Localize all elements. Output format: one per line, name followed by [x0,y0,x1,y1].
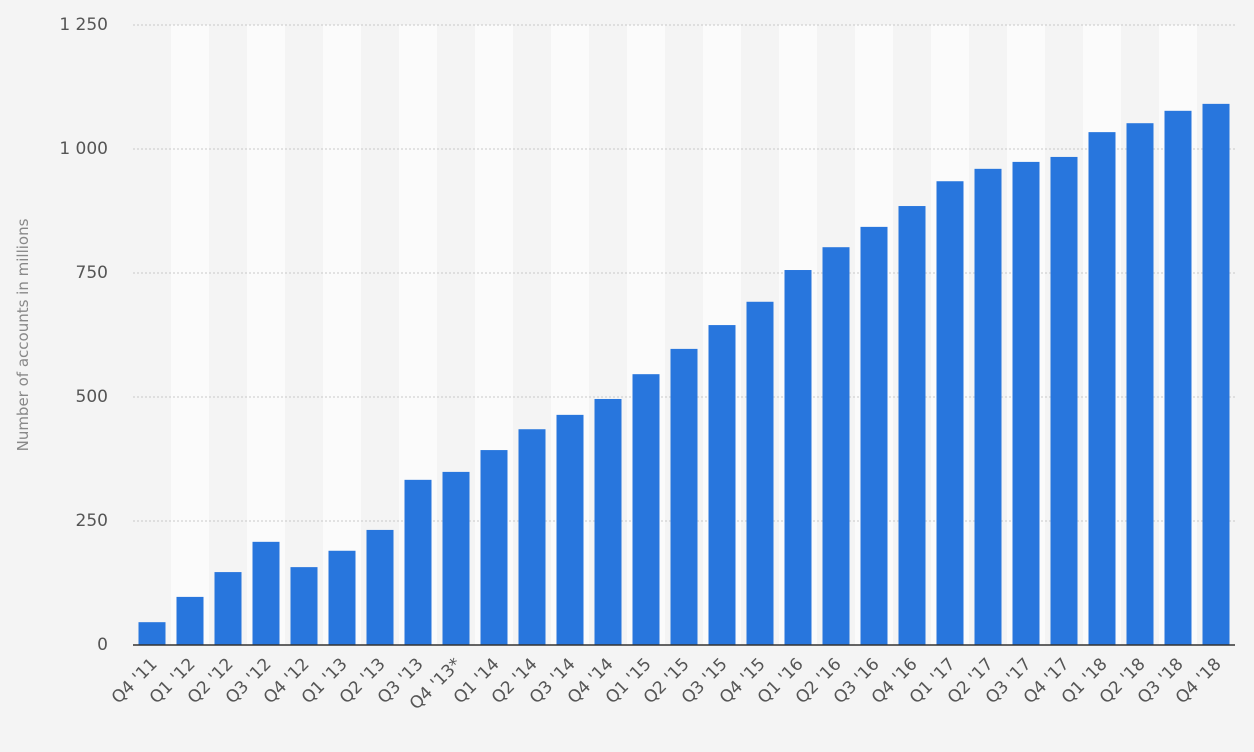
y-tick-label: 0 [97,635,108,655]
bar [1050,156,1078,645]
bar [176,596,204,645]
stripe [247,25,285,645]
bar [974,168,1002,645]
bar [328,550,356,645]
bar [898,206,926,646]
stripe [171,25,209,645]
bar [670,348,698,645]
y-tick-label: 250 [76,511,108,531]
bar [1126,123,1154,645]
bar [252,541,280,645]
bar [366,529,394,645]
bar [442,471,470,645]
y-axis-label: Number of accounts in millions [14,218,32,451]
bar [1012,161,1040,645]
bar [936,181,964,646]
y-tick-label: 750 [76,263,108,283]
bar [138,622,166,645]
bar [290,567,318,645]
bar [1202,103,1230,645]
y-tick-label: 1 250 [59,15,108,35]
bar [632,374,660,645]
y-tick-label: 500 [76,387,108,407]
bar [860,226,888,645]
stripe [323,25,361,645]
bar [214,572,242,645]
bar [1164,110,1192,646]
bar [404,479,432,645]
bar [1088,132,1116,646]
bar [480,450,508,645]
y-tick-label: 1 000 [59,139,108,159]
bar [708,325,736,645]
bar [556,414,584,645]
bar [594,398,622,645]
bar [784,270,812,645]
bar [746,301,774,645]
bar [822,247,850,645]
bar [518,429,546,645]
